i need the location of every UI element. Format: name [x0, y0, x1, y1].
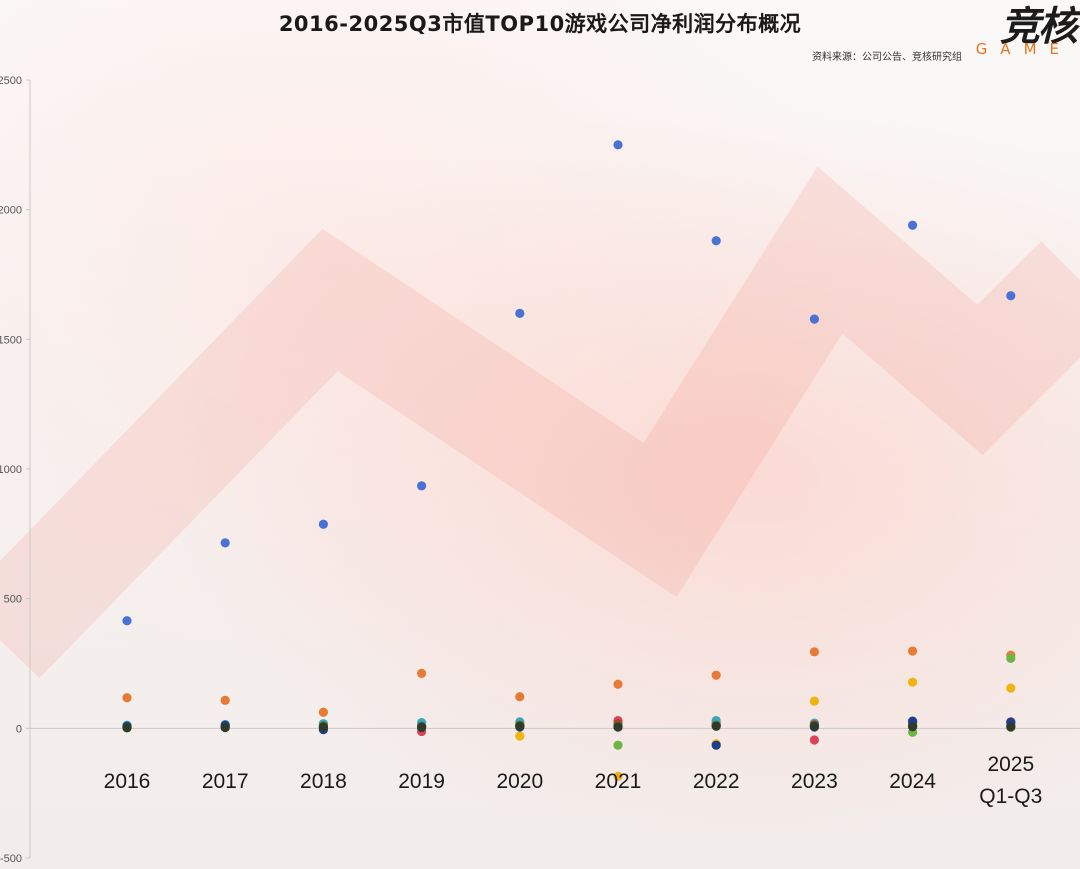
- data-point: [711, 670, 721, 680]
- data-point: [1006, 722, 1016, 732]
- background-arrow: [0, 166, 1080, 679]
- data-point: [908, 677, 918, 687]
- data-point: [711, 721, 721, 731]
- source-note: 资料来源：公司公告、竞核研究组: [812, 52, 962, 63]
- y-tick-label: 0: [16, 723, 22, 735]
- x-category-label: Q1-Q3: [979, 785, 1042, 808]
- data-point: [220, 695, 230, 705]
- data-point: [122, 723, 132, 733]
- logo-main-text: 竞核: [1000, 4, 1078, 50]
- data-point: [908, 646, 918, 656]
- y-tick-label: 1000: [0, 464, 22, 476]
- y-tick-label: 2500: [0, 75, 22, 87]
- data-point: [1006, 291, 1016, 301]
- data-point: [220, 722, 230, 733]
- data-point: [809, 314, 820, 324]
- data-point: [711, 236, 721, 246]
- data-point: [122, 616, 132, 626]
- data-point: [809, 721, 820, 731]
- data-point: [417, 481, 427, 491]
- x-category-label: 2017: [202, 770, 249, 793]
- logo-sub-text: GAME: [975, 40, 1072, 58]
- x-category-label: 2022: [693, 770, 740, 793]
- data-point: [809, 647, 820, 657]
- x-category-label: 2020: [496, 770, 543, 793]
- y-tick-label: -500: [0, 853, 22, 865]
- logo: 竞核 GAME: [975, 0, 1078, 62]
- data-points: [122, 140, 1016, 781]
- data-point: [318, 519, 328, 529]
- data-point: [1006, 653, 1016, 663]
- data-point: [908, 220, 918, 230]
- data-point: [515, 692, 525, 702]
- data-point: [318, 722, 328, 732]
- y-tick-label: 500: [4, 594, 22, 606]
- data-point: [613, 740, 623, 750]
- x-category-label: 2023: [791, 770, 838, 793]
- data-point: [220, 538, 230, 548]
- data-point: [417, 668, 427, 678]
- data-point: [417, 722, 427, 733]
- data-point: [1006, 683, 1016, 693]
- data-point: [515, 721, 525, 731]
- chart-title: 2016-2025Q3市值TOP10游戏公司净利润分布概况: [278, 12, 802, 36]
- x-category-label: 2021: [595, 770, 642, 793]
- data-point: [711, 740, 721, 750]
- x-category-label: 2019: [398, 770, 445, 793]
- x-category-label: 2018: [300, 770, 347, 793]
- data-point: [809, 696, 820, 706]
- x-axis-categories: 2016 2017 2018 2019 2020 2021 2022 2023 2024 2025…: [104, 753, 1043, 808]
- y-tick-label: 1500: [0, 334, 22, 346]
- y-tick-label: 2000: [0, 205, 22, 217]
- data-point: [908, 722, 918, 732]
- data-point: [318, 707, 328, 717]
- y-axis-ticks: -500 0 500 1000 1500 2000 2500: [0, 75, 30, 865]
- x-category-label: 2024: [889, 770, 936, 793]
- data-point: [613, 140, 623, 150]
- data-point: [809, 735, 820, 745]
- x-category-label: 2016: [104, 770, 151, 793]
- background-arrow-art: [0, 166, 1080, 679]
- data-point: [122, 693, 132, 703]
- x-category-label: 2025: [987, 753, 1034, 776]
- data-point: [515, 308, 525, 318]
- data-point: [613, 722, 623, 732]
- data-point: [613, 771, 623, 781]
- data-point: [515, 731, 525, 741]
- data-point: [613, 679, 623, 689]
